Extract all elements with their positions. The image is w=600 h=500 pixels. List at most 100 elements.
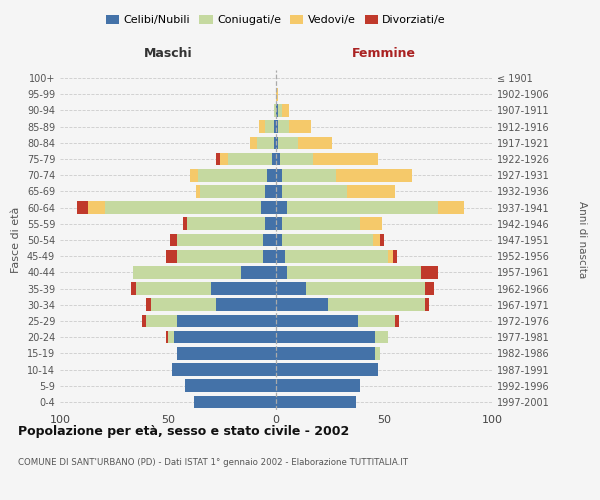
Bar [272, 152, 276, 166]
Bar [241, 266, 276, 278]
Bar [337, 169, 412, 181]
Text: Anni di nascita: Anni di nascita [577, 202, 587, 278]
Bar [280, 152, 313, 166]
Bar [388, 250, 392, 262]
Bar [276, 331, 376, 344]
Bar [172, 363, 276, 376]
Bar [276, 218, 283, 230]
Bar [274, 120, 276, 133]
Bar [166, 250, 176, 262]
Bar [278, 104, 283, 117]
Bar [276, 234, 283, 246]
Legend: Celibi/Nubili, Coniugati/e, Vedovi/e, Divorziati/e: Celibi/Nubili, Coniugati/e, Vedovi/e, Di… [101, 10, 451, 30]
Bar [168, 331, 175, 344]
Bar [263, 234, 276, 246]
Bar [146, 298, 151, 311]
Bar [306, 282, 425, 295]
Bar [276, 250, 284, 262]
Bar [289, 120, 311, 133]
Bar [187, 218, 265, 230]
Bar [170, 234, 176, 246]
Bar [395, 314, 399, 328]
Bar [283, 218, 360, 230]
Bar [278, 136, 298, 149]
Bar [190, 169, 198, 181]
Bar [198, 169, 268, 181]
Bar [376, 331, 388, 344]
Bar [265, 120, 274, 133]
Bar [175, 331, 276, 344]
Bar [136, 282, 211, 295]
Bar [360, 218, 382, 230]
Bar [276, 266, 287, 278]
Bar [425, 298, 430, 311]
Bar [131, 282, 136, 295]
Bar [261, 202, 276, 214]
Bar [276, 88, 278, 101]
Bar [421, 266, 438, 278]
Bar [298, 136, 332, 149]
Bar [283, 234, 373, 246]
Bar [257, 136, 274, 149]
Bar [276, 282, 306, 295]
Bar [176, 250, 263, 262]
Bar [283, 169, 337, 181]
Bar [276, 380, 360, 392]
Bar [276, 202, 287, 214]
Bar [274, 104, 276, 117]
Bar [276, 363, 377, 376]
Bar [276, 169, 283, 181]
Bar [176, 234, 263, 246]
Bar [88, 202, 106, 214]
Bar [77, 202, 88, 214]
Bar [194, 396, 276, 408]
Bar [176, 347, 276, 360]
Bar [358, 314, 395, 328]
Y-axis label: Fasce di età: Fasce di età [11, 207, 21, 273]
Bar [166, 331, 168, 344]
Bar [276, 185, 283, 198]
Text: Maschi: Maschi [143, 48, 193, 60]
Text: Femmine: Femmine [352, 48, 416, 60]
Bar [265, 218, 276, 230]
Text: Popolazione per età, sesso e stato civile - 2002: Popolazione per età, sesso e stato civil… [18, 425, 349, 438]
Bar [276, 396, 356, 408]
Bar [276, 152, 280, 166]
Bar [276, 314, 358, 328]
Bar [274, 136, 276, 149]
Bar [328, 298, 425, 311]
Bar [259, 120, 265, 133]
Bar [276, 136, 278, 149]
Bar [250, 136, 257, 149]
Bar [283, 104, 289, 117]
Bar [276, 298, 328, 311]
Bar [183, 218, 187, 230]
Bar [347, 185, 395, 198]
Bar [215, 152, 220, 166]
Bar [196, 185, 200, 198]
Bar [287, 202, 438, 214]
Bar [268, 169, 276, 181]
Bar [106, 202, 261, 214]
Bar [438, 202, 464, 214]
Bar [176, 314, 276, 328]
Bar [151, 298, 215, 311]
Bar [211, 282, 276, 295]
Bar [229, 152, 272, 166]
Text: COMUNE DI SANT'URBANO (PD) - Dati ISTAT 1° gennaio 2002 - Elaborazione TUTTITALI: COMUNE DI SANT'URBANO (PD) - Dati ISTAT … [18, 458, 408, 467]
Bar [425, 282, 434, 295]
Bar [185, 380, 276, 392]
Bar [263, 250, 276, 262]
Bar [373, 234, 380, 246]
Bar [284, 250, 388, 262]
Bar [276, 347, 376, 360]
Bar [215, 298, 276, 311]
Bar [220, 152, 229, 166]
Bar [392, 250, 397, 262]
Bar [265, 185, 276, 198]
Bar [287, 266, 421, 278]
Bar [376, 347, 380, 360]
Bar [276, 104, 278, 117]
Bar [278, 120, 289, 133]
Bar [146, 314, 176, 328]
